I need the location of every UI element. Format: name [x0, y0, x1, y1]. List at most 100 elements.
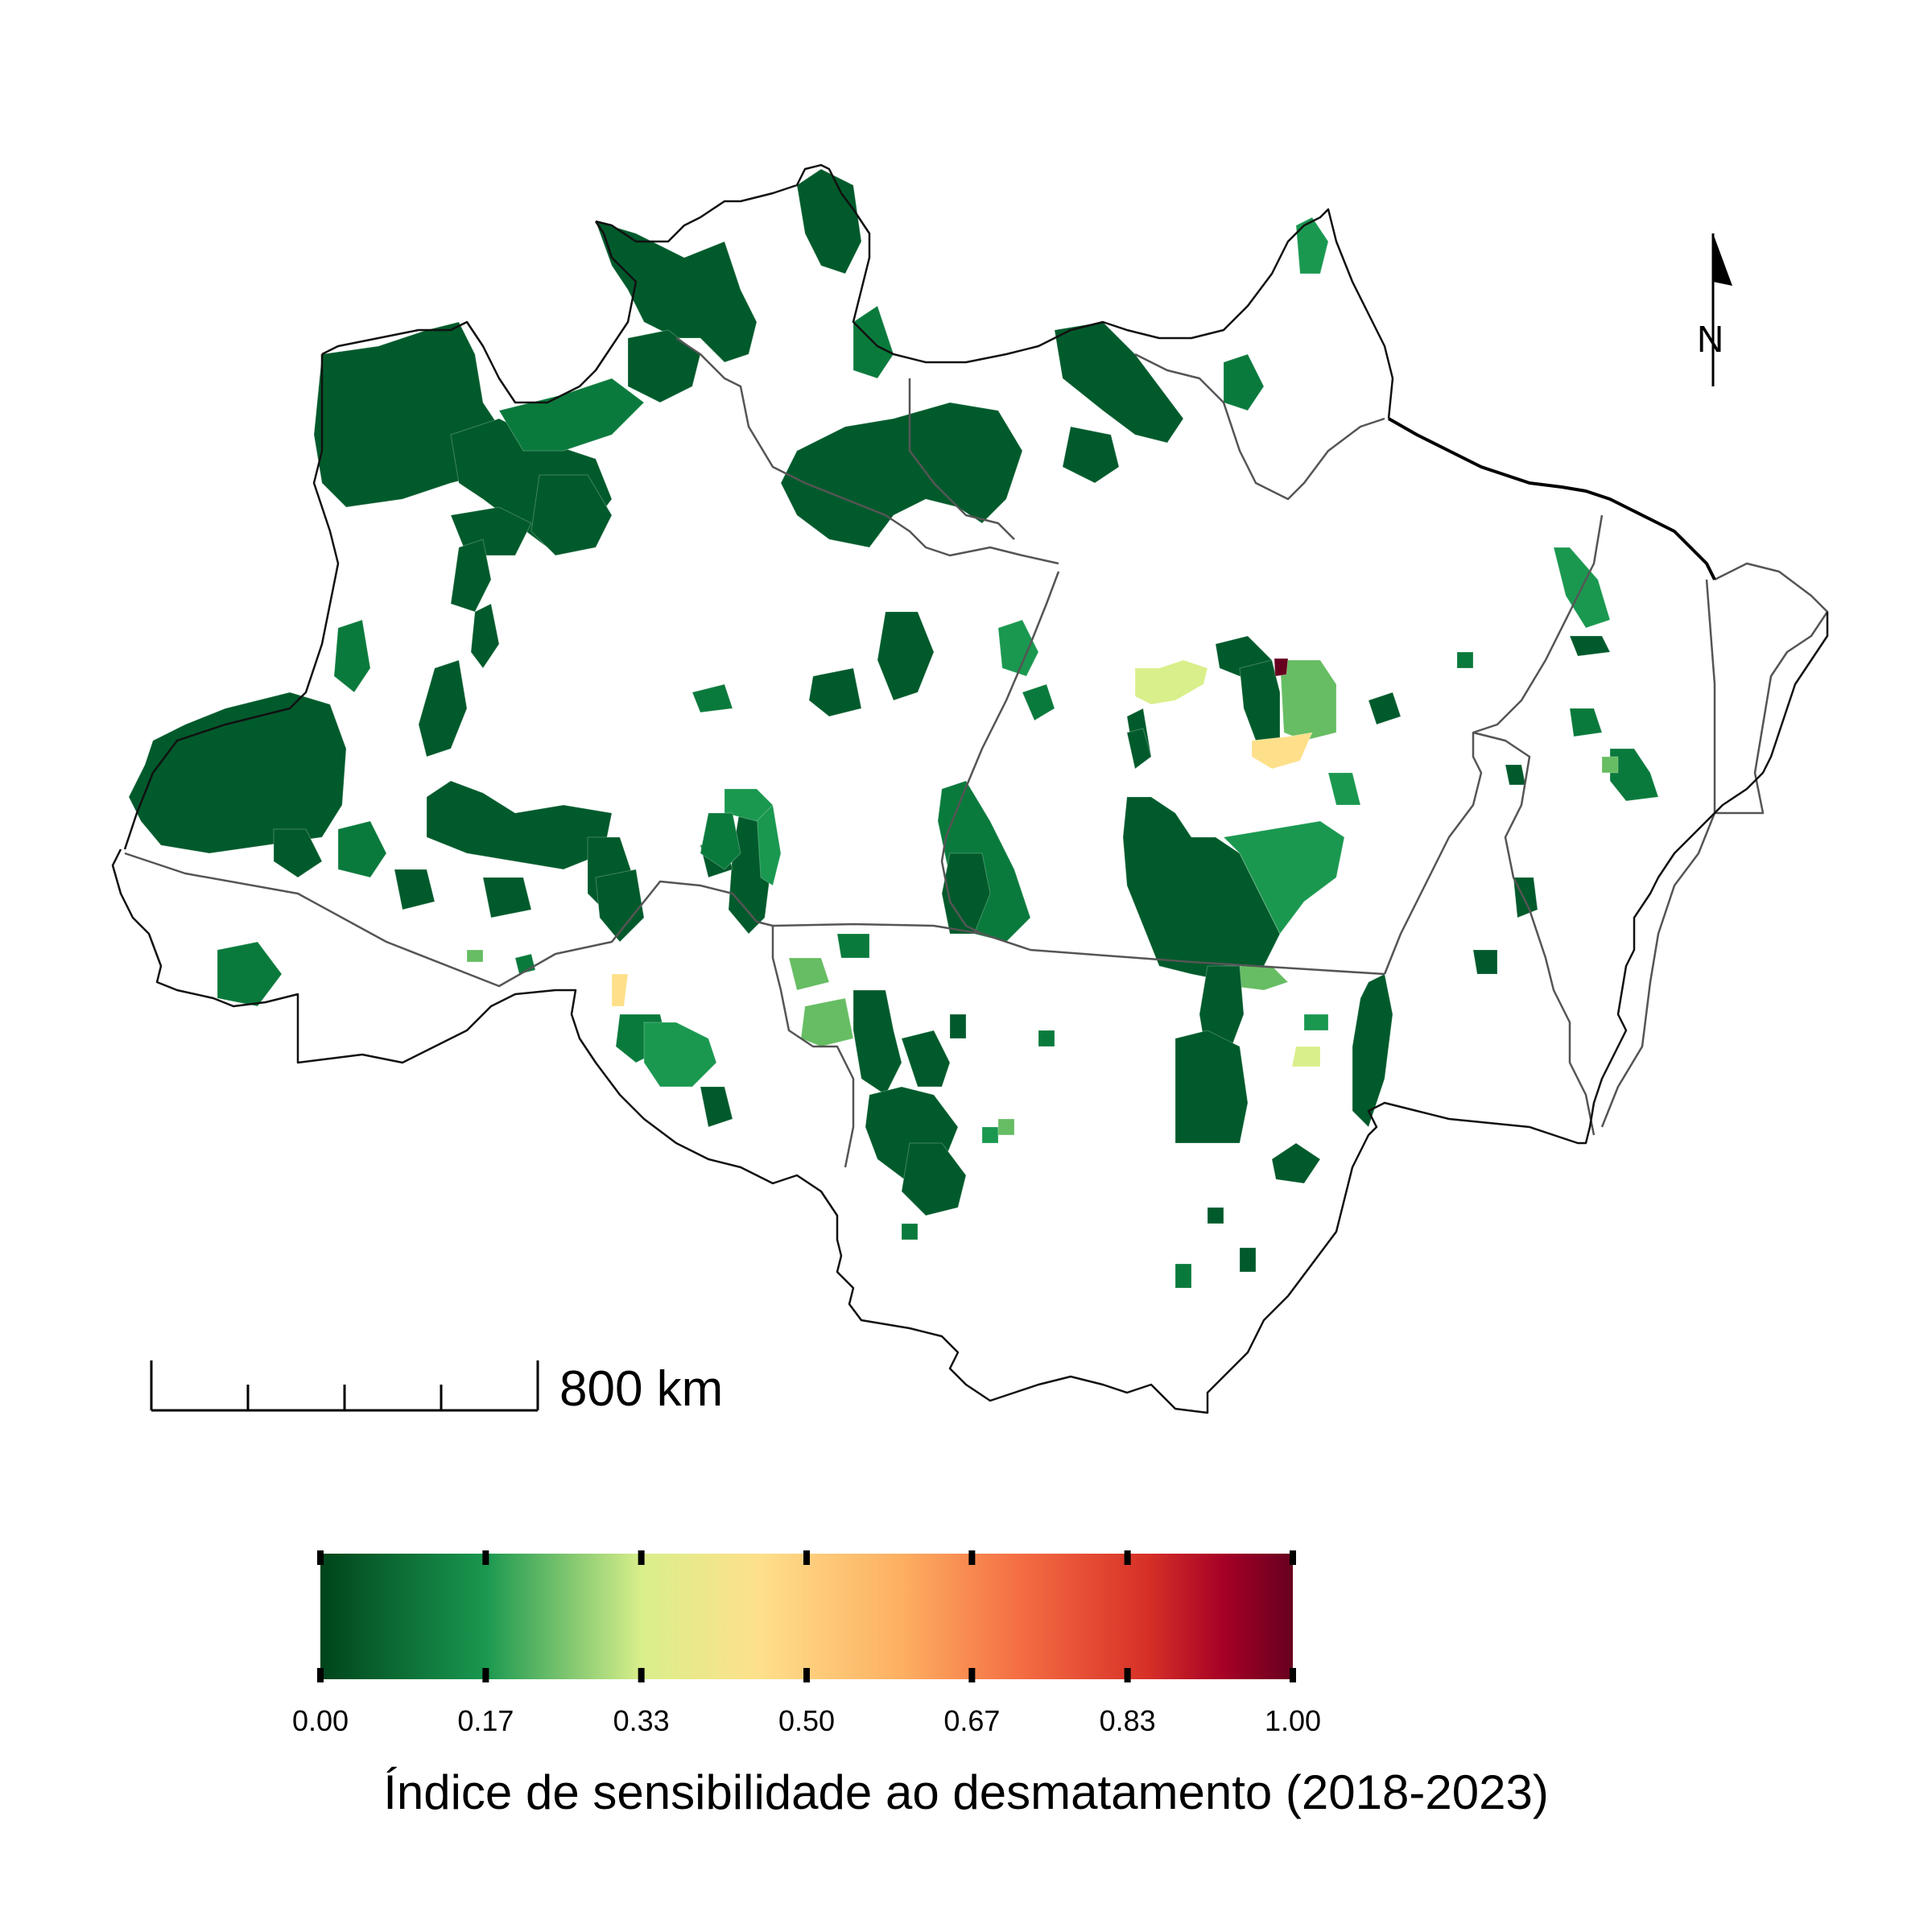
protected-area — [1271, 1142, 1321, 1184]
legend-tick-label: 0.83 — [1099, 1704, 1156, 1737]
legend-tick-label: 0.67 — [943, 1704, 1001, 1737]
protected-area — [981, 1126, 999, 1144]
protected-area — [1327, 772, 1361, 806]
protected-area — [1456, 651, 1474, 669]
protected-area — [1022, 683, 1055, 721]
protected-area — [941, 852, 991, 935]
protected-area — [1609, 748, 1659, 802]
protected-area — [1038, 1030, 1055, 1047]
protected-area — [1295, 217, 1329, 275]
protected-area — [1291, 1046, 1321, 1067]
protected-area — [643, 1022, 717, 1088]
maranhao-border — [1600, 579, 1716, 1128]
protected-area — [1251, 732, 1313, 770]
protected-area — [273, 828, 323, 878]
northwest-boundary — [321, 221, 638, 404]
tocantins-border — [1472, 731, 1596, 1136]
protected-area — [1472, 949, 1498, 975]
legend-tick-label: 1.00 — [1264, 1704, 1322, 1737]
protected-area — [700, 1086, 733, 1128]
protected-area — [877, 611, 935, 701]
protected-area — [1207, 1207, 1224, 1224]
protected-area — [418, 659, 468, 758]
roraima-border — [675, 336, 1059, 565]
protected-area — [1126, 728, 1152, 770]
protected-area — [394, 869, 436, 910]
protected-area — [901, 1142, 967, 1216]
protected-area — [1054, 321, 1184, 444]
legend-tick-label: 0.33 — [613, 1704, 670, 1737]
protected-area — [997, 1118, 1015, 1136]
protected-area — [836, 933, 870, 959]
protected-area — [800, 997, 854, 1047]
protected-area — [530, 474, 613, 556]
north-coastline — [1388, 417, 1716, 580]
protected-area — [1223, 353, 1265, 411]
protected-area — [852, 989, 902, 1096]
protected-area — [1569, 708, 1603, 737]
scale-bar — [150, 1360, 539, 1412]
amazonas-para-border — [940, 571, 1060, 935]
protected-area — [1134, 659, 1208, 705]
protected-area — [426, 780, 613, 870]
protected-area — [498, 378, 645, 452]
protected-area — [333, 619, 371, 693]
protected-area — [337, 820, 387, 878]
protected-area — [1222, 820, 1345, 935]
legend-colorbar — [317, 1550, 1296, 1682]
protected-area — [901, 1030, 951, 1088]
protected-area — [1279, 659, 1337, 741]
protected-area — [482, 877, 532, 919]
protected-area — [595, 869, 645, 943]
amapa-border — [1134, 353, 1385, 501]
protected-area — [1239, 1247, 1257, 1273]
protected-areas — [128, 168, 1659, 1289]
protected-area — [595, 221, 758, 363]
protected-area — [997, 619, 1039, 677]
north-arrow-label: N — [1697, 318, 1724, 360]
scale-bar-label: 800 km — [559, 1361, 724, 1417]
protected-area — [1239, 659, 1281, 741]
protected-area — [691, 683, 733, 713]
protected-area — [1062, 426, 1120, 484]
amazonas-south-border — [124, 852, 1385, 988]
legal-amazon-outline — [111, 612, 1829, 1414]
protected-area — [1274, 658, 1289, 677]
protected-area — [1174, 1263, 1192, 1289]
protected-area — [1303, 1013, 1329, 1031]
north-border-upper — [595, 163, 1394, 419]
protected-area — [1569, 635, 1611, 657]
protected-area — [1505, 764, 1526, 786]
legend-ticks — [317, 1550, 1296, 1682]
north-boundary — [123, 354, 340, 850]
legend-tick-label: 0.50 — [778, 1704, 836, 1737]
legend-tick-label: 0.00 — [291, 1704, 349, 1737]
protected-area — [611, 973, 629, 1007]
protected-area — [627, 329, 701, 403]
protected-area — [901, 1223, 919, 1241]
protected-area — [949, 1013, 967, 1039]
protected-area — [128, 691, 347, 854]
protected-area — [700, 812, 741, 870]
protected-area — [217, 941, 283, 1007]
protected-area — [450, 539, 492, 613]
para-east-border — [1383, 514, 1604, 975]
protected-area — [1174, 1030, 1249, 1144]
protected-area — [1601, 756, 1619, 774]
legend-gradient-bar — [320, 1554, 1293, 1679]
roraima-east-border — [908, 378, 1015, 540]
protected-area — [724, 788, 774, 822]
north-arrow — [1711, 233, 1732, 386]
protected-area — [788, 957, 830, 991]
maranhao-east-border — [1714, 562, 1829, 815]
legend-title: Índice de sensibilidade ao desmatamento … — [383, 1765, 1549, 1819]
protected-area — [466, 949, 484, 963]
protected-area — [808, 667, 862, 717]
protected-area — [1122, 796, 1281, 983]
protected-area — [1352, 973, 1393, 1128]
protected-area — [470, 603, 500, 669]
legend-tick-label: 0.17 — [457, 1704, 514, 1737]
region-borders — [124, 336, 1829, 1168]
rondonia-mt-border — [771, 926, 855, 1168]
